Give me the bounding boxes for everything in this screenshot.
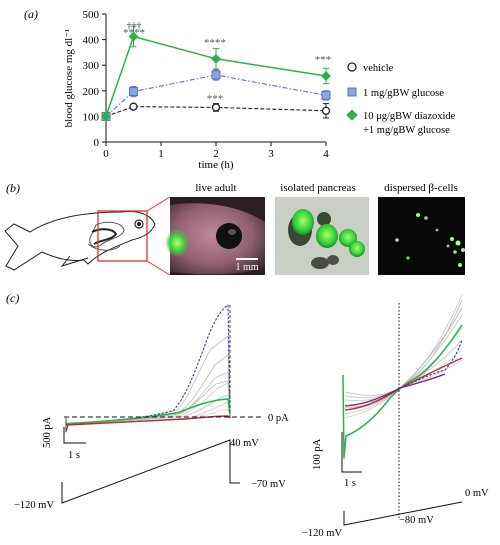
label-dispersed-beta-cells: dispersed β-cells: [384, 182, 458, 194]
panel-c-letter: (c): [6, 291, 19, 305]
sig-2-diazoxide: ****: [204, 37, 226, 49]
legend-marker-glucose: [347, 87, 357, 97]
x-axis-label: time (h): [198, 159, 233, 171]
right-current-traces: [342, 294, 463, 459]
y-tick-label: 100: [83, 111, 100, 123]
gfp-pancreas-glow: [165, 229, 189, 257]
x-tick-label: 4: [323, 148, 329, 160]
scale-bar-label: 1 mm: [235, 262, 258, 273]
pancreas-outline: [89, 221, 125, 248]
gut-outline: [87, 243, 121, 251]
right-scale-y-label: 100 pA: [312, 438, 323, 470]
y-tick-label: 0: [94, 137, 100, 149]
y-axis-label: blood glucose mg dl⁻¹: [63, 29, 75, 128]
fish-eye-pupil: [136, 221, 142, 227]
legend-label-vehicle: vehicle: [363, 63, 394, 74]
left-voltage-protocol: [61, 439, 240, 504]
zoom-line-top: [146, 196, 171, 212]
y-tick-label: 300: [83, 60, 100, 72]
series-line: [105, 106, 327, 117]
photo-live-adult: 1 mm: [165, 197, 265, 275]
left-scale-x-label: 1 s: [68, 450, 80, 461]
data-point: [128, 31, 139, 42]
data-point: [321, 106, 331, 115]
legend: vehicle 1 mg/gBW glucose 10 μg/gBW diazo…: [346, 62, 456, 136]
sig-daggers: †††: [127, 21, 142, 32]
x-tick-label: 0: [103, 148, 109, 160]
legend-marker-diazoxide: [346, 109, 358, 121]
volt-m80-label: −80 mV: [399, 515, 434, 526]
panel-b-letter: (b): [6, 181, 20, 195]
right-voltage-protocol: [343, 501, 463, 526]
green-trace: [65, 398, 231, 425]
right-scale-bar: [341, 432, 362, 473]
right-red-trace: [344, 357, 463, 411]
x-tick-label: 1: [158, 148, 164, 160]
data-point: [211, 53, 221, 64]
sig-2-vehicle: ***: [207, 93, 224, 105]
legend-label-diazoxide-2: +1 mg/gBW glucose: [363, 125, 450, 136]
y-tick-label: 200: [83, 86, 100, 98]
label-live-adult: live adult: [195, 182, 236, 194]
fish-illustration: [4, 211, 156, 271]
data-point: [321, 71, 331, 81]
volt-m70-label: −70 mV: [251, 479, 286, 490]
zero-current-label: 0 pA: [268, 413, 289, 424]
fish-eye: [134, 219, 144, 229]
series-line: [105, 74, 327, 117]
y-tick-label: 400: [83, 35, 100, 47]
label-isolated-pancreas: isolated pancreas: [280, 182, 355, 194]
photo-isolated-pancreas: [275, 197, 369, 275]
panel-a-letter: (a): [24, 7, 38, 21]
volt-m120-left-label: −120 mV: [14, 500, 54, 511]
left-scale-bar: [63, 427, 86, 444]
panel-a-chart: 0 100 200 300 400 500 0 1 2 3 4 blood glucose mg …: [63, 9, 456, 171]
blue-trace: [65, 304, 231, 425]
x-tick-label: 3: [268, 148, 274, 160]
volt-0-label: 0 mV: [465, 488, 489, 499]
photo-dispersed-beta-cells: [378, 197, 465, 275]
sig-4-diazoxide: ***: [315, 54, 332, 66]
data-point: [101, 111, 111, 122]
data-point: [321, 90, 331, 100]
data-point: [211, 103, 221, 112]
pancreas-highlight: [91, 228, 118, 245]
fish-fin: [60, 255, 89, 267]
data-point: [129, 87, 138, 97]
volt-m120-right-label: −120 mV: [302, 528, 342, 539]
legend-marker-vehicle: [347, 62, 357, 72]
zoom-line-bottom: [146, 260, 171, 276]
zoom-box: [97, 210, 148, 262]
left-current-traces: [65, 304, 231, 433]
x-tick-label: 2: [213, 148, 219, 160]
right-green-trace: [342, 324, 463, 459]
sig-05-diazoxide: ****: [123, 27, 145, 39]
right-purple-trace: [344, 373, 446, 407]
data-point: [211, 70, 221, 80]
red-trace: [65, 415, 231, 426]
y-tick-label: 500: [83, 9, 100, 21]
right-scale-x-label: 1 s: [344, 478, 356, 489]
series-line: [105, 35, 327, 117]
volt-40-label: 40 mV: [230, 438, 259, 449]
legend-label-glucose: 1 mg/gBW glucose: [363, 88, 444, 99]
right-blue-trace: [399, 339, 463, 389]
left-scale-y-label: 500 pA: [42, 416, 53, 448]
data-point: [129, 102, 138, 111]
legend-label-diazoxide-1: 10 μg/gBW diazoxide: [363, 111, 456, 122]
